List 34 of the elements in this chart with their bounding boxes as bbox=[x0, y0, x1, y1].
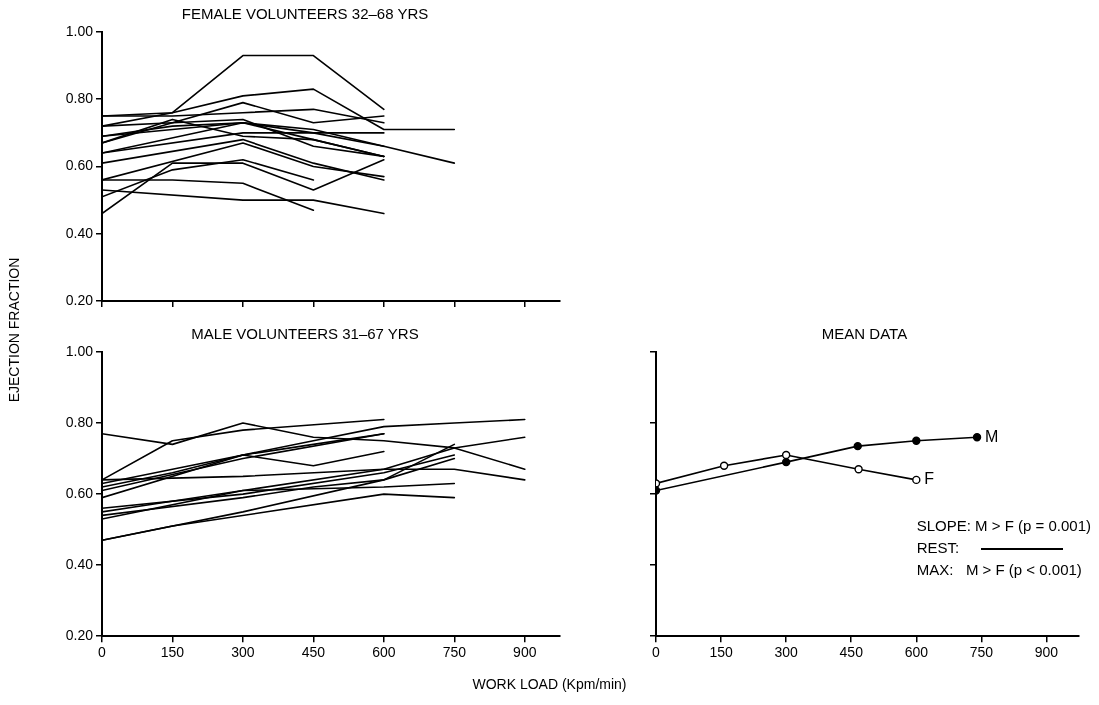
x-tick-label: 750 bbox=[442, 644, 467, 661]
y-tick-label: 0.80 bbox=[65, 413, 94, 430]
x-tick-label: 0 bbox=[98, 644, 107, 661]
x-tick-label: 450 bbox=[839, 644, 864, 661]
chart-title: MEAN DATA bbox=[821, 325, 908, 343]
x-tick-label: 600 bbox=[904, 644, 929, 661]
y-tick-label: 0.60 bbox=[65, 157, 94, 174]
x-tick-label: 0 bbox=[652, 644, 661, 661]
x-tick-label: 900 bbox=[513, 644, 537, 661]
x-tick-label: 300 bbox=[774, 644, 799, 661]
x-tick-label: 750 bbox=[969, 644, 994, 661]
x-tick-label: 150 bbox=[709, 644, 733, 661]
chart-title: FEMALE VOLUNTEERS 32–68 YRS bbox=[181, 5, 429, 23]
annotation: MAX: M > F (p < 0.001) bbox=[916, 560, 1083, 580]
x-tick-label: 600 bbox=[372, 644, 396, 661]
y-tick-label: 0.20 bbox=[65, 291, 94, 308]
annotation: SLOPE: M > F (p = 0.001) bbox=[916, 516, 1091, 536]
x-axis-title: WORK LOAD (Kpm/min) bbox=[471, 676, 628, 692]
x-tick-label: 150 bbox=[160, 644, 185, 661]
annotation: REST: bbox=[916, 538, 961, 558]
y-axis-title: EJECTION FRACTION bbox=[6, 257, 22, 403]
chart-title: MALE VOLUNTEERS 31–67 YRS bbox=[191, 325, 419, 343]
x-tick-label: 900 bbox=[1034, 644, 1059, 661]
series-label: F bbox=[924, 470, 935, 488]
y-tick-label: 1.00 bbox=[65, 22, 94, 39]
y-tick-label: 0.60 bbox=[65, 484, 94, 501]
x-tick-label: 300 bbox=[231, 644, 255, 661]
y-tick-label: 0.80 bbox=[65, 90, 94, 107]
y-tick-label: 0.20 bbox=[65, 627, 94, 644]
y-tick-label: 0.40 bbox=[65, 224, 94, 241]
y-tick-label: 1.00 bbox=[65, 342, 94, 359]
x-tick-label: 450 bbox=[301, 644, 326, 661]
y-tick-label: 0.40 bbox=[65, 556, 94, 573]
series-label: M bbox=[985, 427, 999, 445]
